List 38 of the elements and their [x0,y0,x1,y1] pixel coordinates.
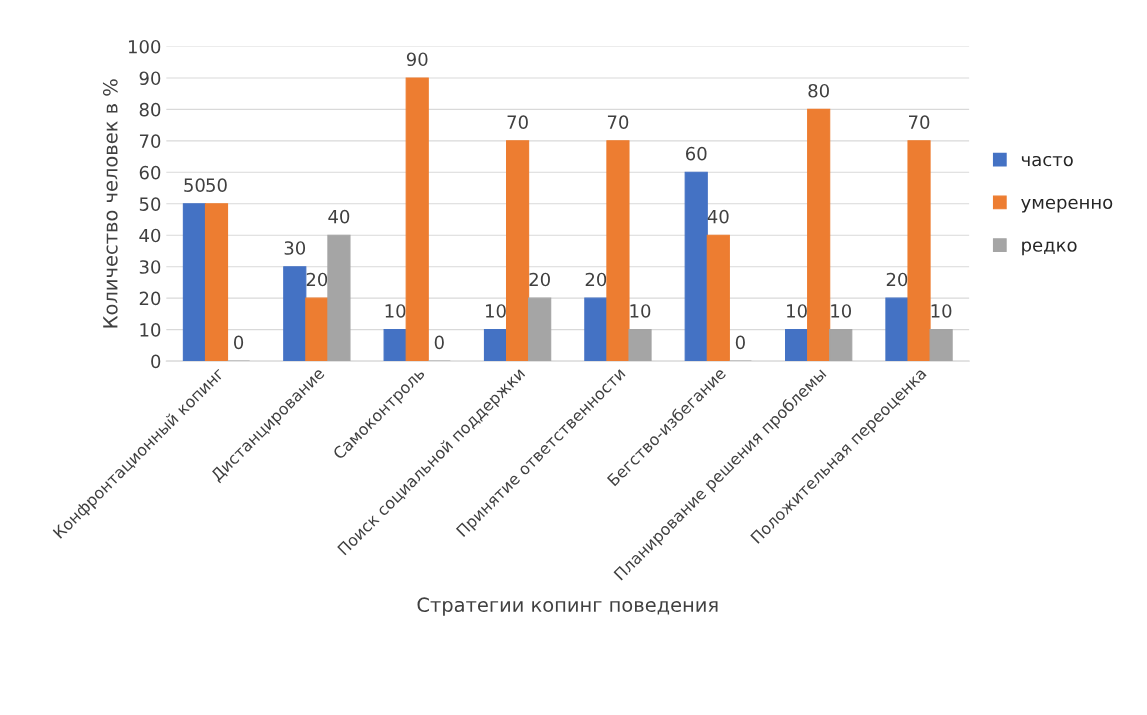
y-tick-label: 0 [151,354,161,369]
data-label: 50 [206,178,227,192]
y-tick-label: 100 [128,39,161,54]
legend-label: умеренно [1021,198,1113,213]
data-label: 80 [808,83,829,98]
y-axis-title: Количество человек в % [102,79,118,328]
data-label: 60 [686,146,707,161]
data-label: 70 [507,115,528,130]
y-tick-label: 10 [140,323,161,337]
data-label: 0 [234,335,244,350]
y-tick-label: 90 [139,71,161,86]
data-label: 40 [328,209,350,224]
data-label: 20 [529,272,550,287]
data-label: 70 [607,115,629,130]
y-tick-label: 60 [139,165,161,180]
legend-label: часто [1021,155,1073,167]
y-tick-label: 50 [139,197,161,211]
data-label: 70 [909,115,930,130]
legend-label: редко [1022,241,1077,256]
data-label: 10 [385,304,406,318]
data-label: 10 [486,304,506,318]
data-label: 0 [735,335,745,350]
data-label: 20 [306,272,328,287]
y-tick-label: 80 [139,102,161,117]
x-axis-title: Стратегии копинг поведения [417,597,718,616]
data-label: 10 [787,304,807,318]
data-label: 10 [831,304,852,318]
data-label: 30 [284,241,306,255]
data-label: 10 [931,304,952,318]
data-label: 0 [434,335,444,350]
data-label: 10 [630,304,651,318]
y-tick-label: 70 [139,134,161,148]
y-tick-label: 20 [139,291,161,306]
y-tick-label: 30 [139,260,161,274]
data-label: 90 [406,52,428,67]
y-tick-label: 40 [139,228,161,243]
data-label: 20 [585,272,607,287]
data-label: 50 [184,178,205,192]
